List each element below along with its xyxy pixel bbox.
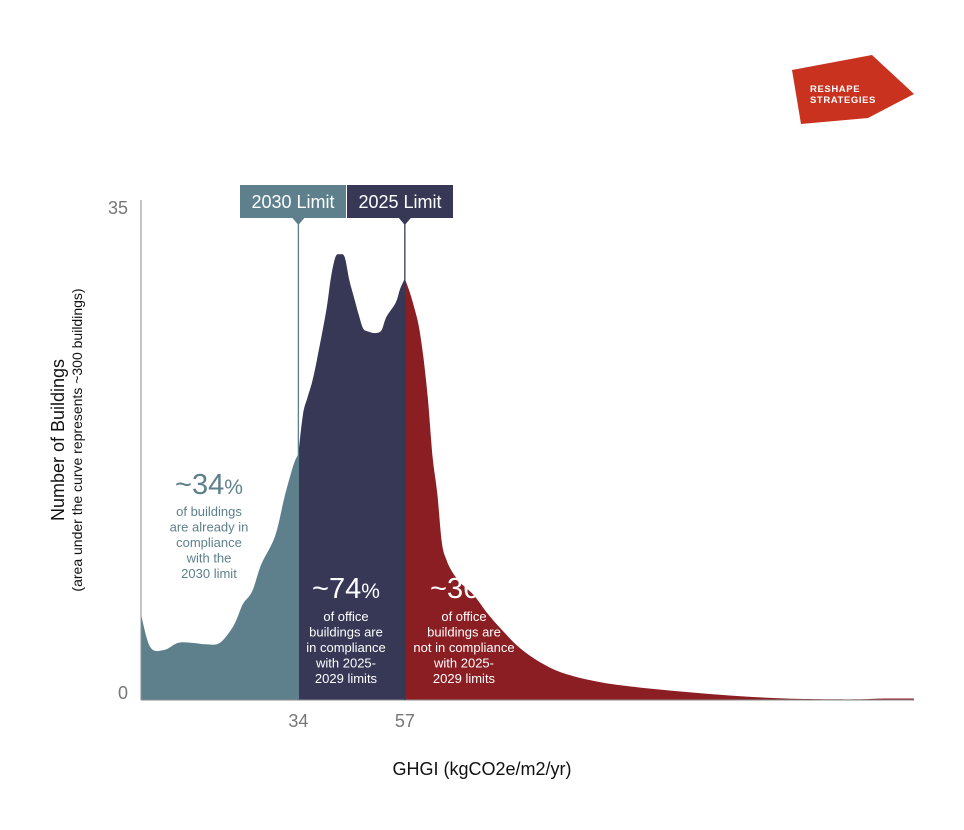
annotation-3-line-2: buildings are xyxy=(427,625,501,640)
area-below-2030 xyxy=(141,454,299,700)
annotation-percent-1: ~34% xyxy=(175,469,243,501)
annotation-3-line-5: 2029 limits xyxy=(433,671,496,686)
area-regions xyxy=(141,254,914,701)
y-tick-max: 35 xyxy=(108,198,128,218)
logo-line2: STRATEGIES xyxy=(810,95,876,106)
annotation-1-line-5: 2030 limit xyxy=(181,566,237,581)
annotation-2-line-1: of office xyxy=(323,609,368,624)
logo-shape xyxy=(792,55,914,124)
annotation-percent-2: ~74% xyxy=(312,573,380,605)
annotation-3-line-4: with 2025- xyxy=(433,656,494,671)
x-axis-title: GHGI (kgCO2e/m2/yr) xyxy=(392,759,571,779)
annotation-1-line-3: compliance xyxy=(176,535,242,550)
y-axis-title: Number of Buildings xyxy=(48,359,68,521)
limit-pointer-2 xyxy=(398,218,411,225)
limit-label-2: 2025 Limit xyxy=(358,192,441,212)
annotation-1-line-2: are already in xyxy=(170,520,249,535)
annotation-1-line-1: of buildings xyxy=(176,504,242,519)
x-tick-57: 57 xyxy=(395,711,415,731)
reshape-strategies-logo: RESHAPE STRATEGIES xyxy=(792,55,914,124)
area-above-2025 xyxy=(404,278,914,700)
limit-label-box-1 xyxy=(240,185,346,218)
annotation-3-line-1: of office xyxy=(441,609,486,624)
y-axis-title-group: Number of Buildings (area under the curv… xyxy=(48,288,85,591)
annotation-3-line-3: not in compliance xyxy=(413,640,514,655)
annotation-2-line-3: in compliance xyxy=(306,640,386,655)
y-axis-subtitle: (area under the curve represents ~300 bu… xyxy=(69,288,85,591)
x-ticks: 34 57 xyxy=(288,711,414,731)
limit-label-box-2 xyxy=(347,185,453,218)
limit-markers: 2030 Limit 2025 Limit xyxy=(240,185,453,700)
x-tick-34: 34 xyxy=(288,711,308,731)
logo-line1: RESHAPE xyxy=(810,84,860,95)
limit-label-1: 2030 Limit xyxy=(251,192,334,212)
limit-pointer-1 xyxy=(292,218,305,225)
annotation-1-line-4: with the xyxy=(186,551,232,566)
annotation-2-line-2: buildings are xyxy=(309,625,383,640)
area-between-limits xyxy=(298,254,405,701)
annotation-percent-3: ~36% xyxy=(430,573,498,605)
annotation-2-line-4: with 2025- xyxy=(315,656,376,671)
y-tick-zero: 0 xyxy=(118,683,128,703)
annotation-2-line-5: 2029 limits xyxy=(315,671,378,686)
